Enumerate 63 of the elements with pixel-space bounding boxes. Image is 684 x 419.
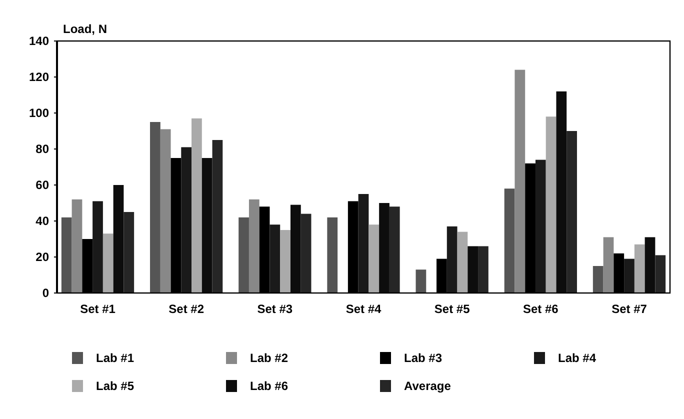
bar — [566, 131, 577, 293]
bar — [150, 122, 160, 293]
bar — [546, 116, 556, 293]
x-tick-label: Set #6 — [522, 302, 559, 316]
bar — [72, 199, 82, 293]
bar — [160, 129, 171, 293]
bar — [280, 230, 290, 293]
legend-label: Average — [404, 379, 452, 394]
legend-label: Lab #6 — [250, 379, 288, 394]
bar — [389, 206, 400, 293]
legend-label: Lab #3 — [404, 351, 442, 366]
y-tick-label: 80 — [36, 142, 50, 156]
legend-label: Lab #1 — [96, 351, 134, 366]
y-tick-label: 100 — [28, 106, 50, 120]
y-tick-label: 0 — [42, 286, 50, 300]
y-tick-label: 40 — [36, 214, 50, 228]
bar — [644, 237, 656, 293]
bar — [368, 224, 380, 293]
bar — [514, 70, 526, 293]
bar — [655, 255, 666, 293]
bar — [468, 246, 478, 293]
y-axis-title: Load, N — [63, 22, 107, 36]
x-tick-label: Set #2 — [168, 302, 204, 316]
bar — [457, 232, 468, 293]
bar — [416, 270, 426, 293]
x-tick-label: Set #3 — [257, 302, 293, 316]
bar — [113, 185, 124, 293]
bar — [102, 234, 114, 293]
x-tick-label: Set #5 — [434, 302, 470, 316]
legend-label: Lab #2 — [250, 351, 288, 366]
x-tick-label: Set #4 — [346, 302, 382, 316]
bar — [300, 214, 312, 293]
bar — [504, 188, 515, 293]
bar — [202, 158, 212, 293]
bar — [92, 201, 103, 293]
y-tick-label: 140 — [28, 34, 50, 48]
bar — [192, 118, 202, 293]
legend-label: Lab #5 — [96, 379, 134, 394]
y-tick-label: 20 — [36, 250, 50, 264]
x-tick-label: Set #7 — [612, 302, 648, 316]
bar — [238, 217, 249, 293]
bar — [592, 266, 604, 293]
x-tick-label: Set #1 — [80, 302, 116, 316]
bar — [478, 246, 488, 293]
bar — [270, 224, 280, 293]
bar — [603, 237, 614, 293]
legend-label: Lab #4 — [558, 351, 596, 366]
bar — [61, 217, 72, 293]
bar — [358, 194, 369, 293]
bar — [446, 226, 458, 293]
bar — [124, 212, 134, 293]
bar — [290, 204, 301, 293]
y-tick-label: 120 — [28, 70, 50, 84]
bar — [248, 199, 260, 293]
bar — [624, 258, 634, 293]
bar — [556, 91, 567, 293]
bar — [327, 217, 338, 293]
bar — [212, 140, 223, 293]
bar — [181, 147, 192, 293]
bar — [634, 244, 645, 293]
bar — [379, 203, 390, 293]
bar — [535, 160, 546, 293]
y-tick-label: 60 — [36, 178, 50, 192]
